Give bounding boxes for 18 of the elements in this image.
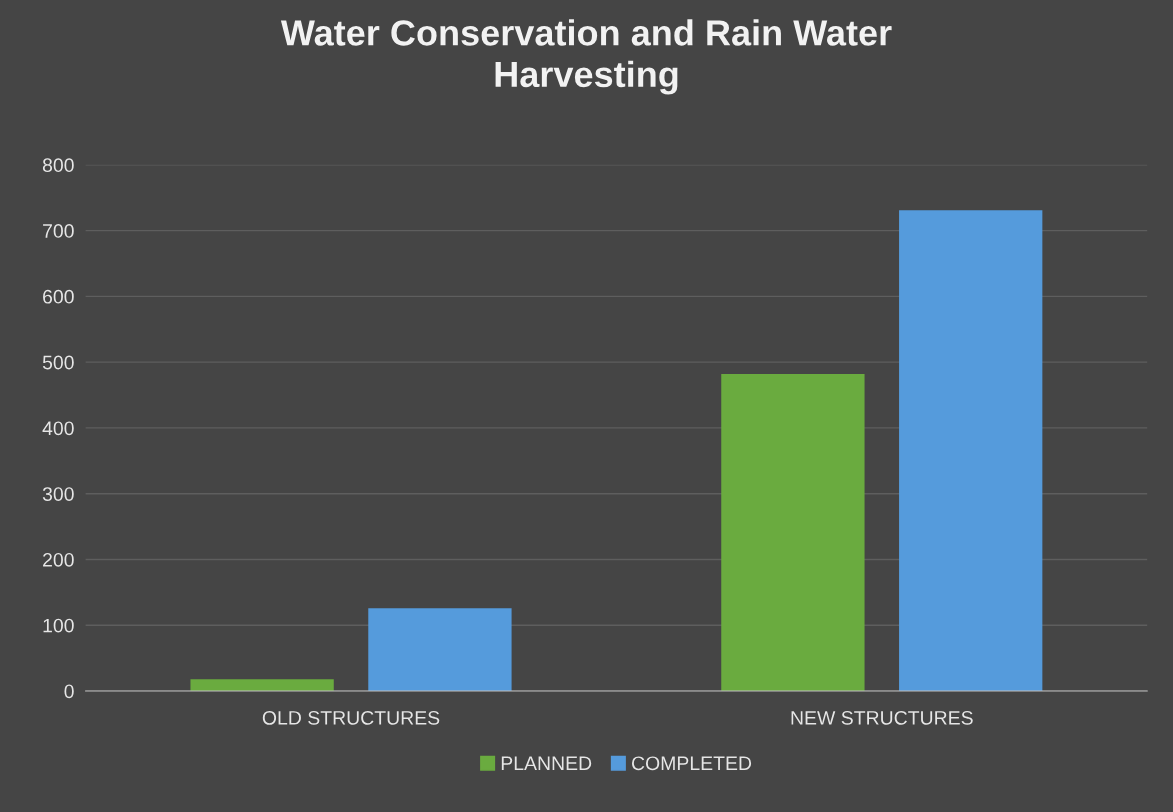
y-tick-label: 200 [43, 552, 74, 567]
y-tick-label: 400 [42, 421, 74, 436]
x-tick-label: NEW STRUCTURES [791, 710, 973, 725]
y-tick-label: 600 [43, 289, 74, 304]
x-tick-label: OLD STRUCTURES [262, 710, 440, 725]
bar [721, 373, 865, 692]
y-tick-label: 300 [42, 487, 74, 501]
legend-label: COMPLETED [631, 756, 752, 771]
y-tick-label: 100 [43, 618, 74, 633]
bar [368, 608, 512, 692]
y-tick-label: 700 [43, 224, 74, 238]
chart-title: Water Conservation and Rain Water Harvesting [280, 19, 892, 95]
y-tick-label: 800 [42, 158, 74, 173]
y-tick-label: 500 [42, 355, 74, 370]
bar [899, 210, 1043, 692]
bar [190, 679, 334, 692]
legend-label: PLANNED [501, 756, 592, 770]
y-tick-label: 0 [64, 684, 74, 699]
